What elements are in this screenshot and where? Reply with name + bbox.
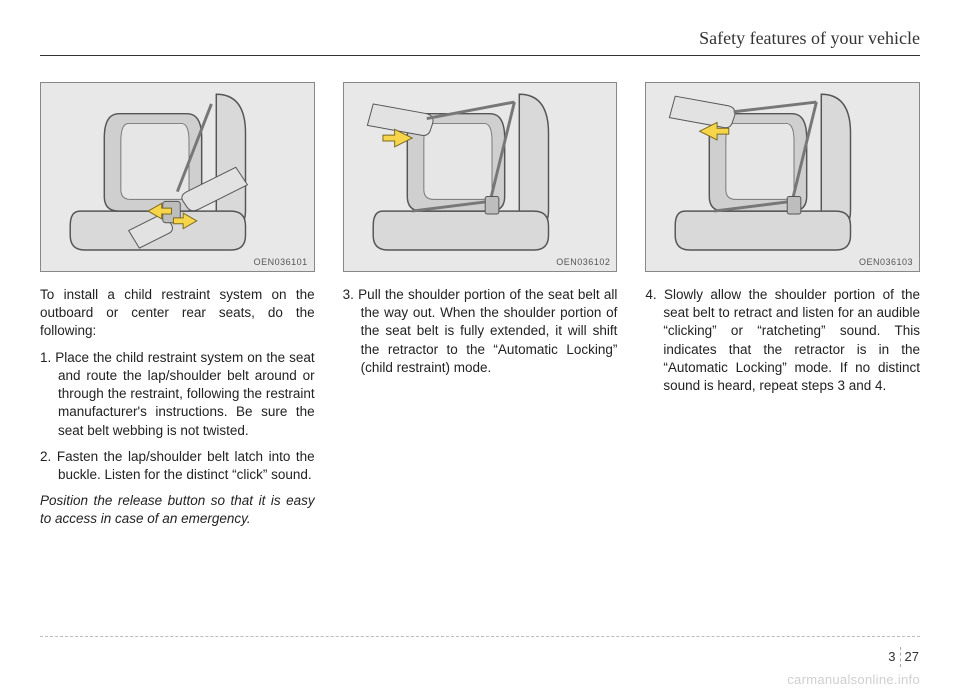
figure-1: OEN036101 [40,82,315,272]
figure-3-svg [646,83,919,271]
col3-step4: 4. Slowly allow the shoulder portion of … [645,286,920,395]
col1-note: Position the release button so that it i… [40,492,315,528]
figure-2-svg [344,83,617,271]
col2-step3: 3. Pull the shoulder portion of the seat… [343,286,618,377]
figure-2-id: OEN036102 [556,257,610,267]
page-number: 27 [901,647,921,667]
figure-1-svg [41,83,314,271]
content-columns: OEN036101 To install a child restraint s… [40,82,920,529]
figure-3-id: OEN036103 [859,257,913,267]
page-header: Safety features of your vehicle [40,28,920,56]
column-1: OEN036101 To install a child restraint s… [40,82,315,529]
watermark: carmanualsonline.info [787,672,920,687]
col1-intro: To install a child restraint system on t… [40,286,315,341]
figure-2: OEN036102 [343,82,618,272]
chapter-number: 3 [880,647,901,667]
page-footer: 3 27 [880,647,920,667]
column-2: OEN036102 3. Pull the shoulder portion o… [343,82,618,529]
column-3: OEN036103 4. Slowly allow the shoulder p… [645,82,920,529]
figure-1-id: OEN036101 [254,257,308,267]
figure-3: OEN036103 [645,82,920,272]
col1-step2: 2. Fasten the lap/shoulder belt latch in… [40,448,315,484]
footer-rule [40,636,920,637]
header-title: Safety features of your vehicle [699,28,920,48]
col1-step1: 1. Place the child restraint system on t… [40,349,315,440]
